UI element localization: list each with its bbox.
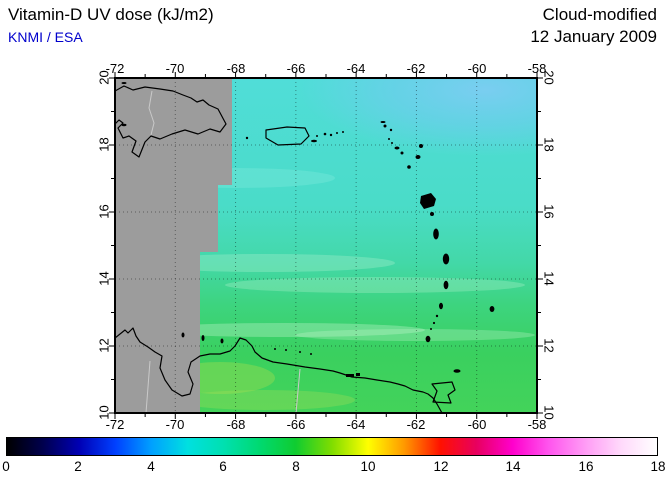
colorbar-tick-label: 10 <box>360 459 376 474</box>
south-america-coast <box>115 327 443 413</box>
trinidad-coast <box>431 381 456 404</box>
hispaniola-coast <box>115 85 227 158</box>
lon-tick-label: -70 <box>165 61 185 76</box>
colorbar-tick-label: 6 <box>219 459 227 474</box>
border-line <box>145 360 151 413</box>
lon-tick-label: -68 <box>226 61 246 76</box>
map-frame-border <box>114 77 538 414</box>
colorbar-tick-label: 14 <box>505 459 521 474</box>
colorbar-tick-label: 12 <box>433 459 449 474</box>
caribbean-uv-map <box>109 72 543 419</box>
lon-tick-label: -60 <box>467 61 487 76</box>
nodata-region <box>115 78 232 413</box>
lon-tick-label: -72 <box>105 61 125 76</box>
lon-tick-label: -72 <box>105 417 125 432</box>
small-islands <box>121 82 495 377</box>
axis-ticks <box>109 72 543 419</box>
lat-tick-label: 12 <box>541 338 557 353</box>
cloud-low-dose-patch <box>300 78 537 156</box>
haiti-dr-border <box>148 90 155 136</box>
lon-tick-label: -68 <box>226 417 246 432</box>
colorbar-tick-label: 0 <box>2 459 10 474</box>
colorbar-tick-label: 16 <box>578 459 594 474</box>
colorbar-tick-label: 2 <box>74 459 82 474</box>
agency-credit: KNMI / ESA <box>8 29 83 45</box>
colorbar-tick-label: 8 <box>292 459 300 474</box>
lon-tick-label: -66 <box>286 61 306 76</box>
lon-tick-label: -70 <box>165 417 185 432</box>
lon-tick-label: -62 <box>406 417 426 432</box>
lon-tick-label: -64 <box>346 417 366 432</box>
colorbar <box>6 437 658 456</box>
lon-tick-label: -58 <box>527 61 547 76</box>
country-borders <box>145 90 301 413</box>
border-line <box>295 368 301 413</box>
lon-tick-label: -58 <box>527 417 547 432</box>
lat-tick-label: 10 <box>541 405 557 420</box>
puerto-rico-coast <box>265 126 310 146</box>
colorbar-tick-label: 4 <box>147 459 155 474</box>
lon-tick-label: -66 <box>286 417 306 432</box>
lat-tick-label: 18 <box>541 137 557 152</box>
lat-tick-label: 20 <box>541 70 557 85</box>
lon-tick-label: -64 <box>346 61 366 76</box>
lon-tick-label: -60 <box>467 417 487 432</box>
coastlines <box>115 85 456 413</box>
lat-tick-label: 16 <box>541 204 557 219</box>
page-title: Vitamin-D UV dose (kJ/m2) <box>8 5 214 24</box>
date-label: 12 January 2009 <box>530 27 657 46</box>
lat-tick-label: 14 <box>541 271 557 286</box>
colorbar-tick-label: 18 <box>650 459 665 474</box>
lon-tick-label: -62 <box>406 61 426 76</box>
mode-label: Cloud-modified <box>542 5 657 24</box>
